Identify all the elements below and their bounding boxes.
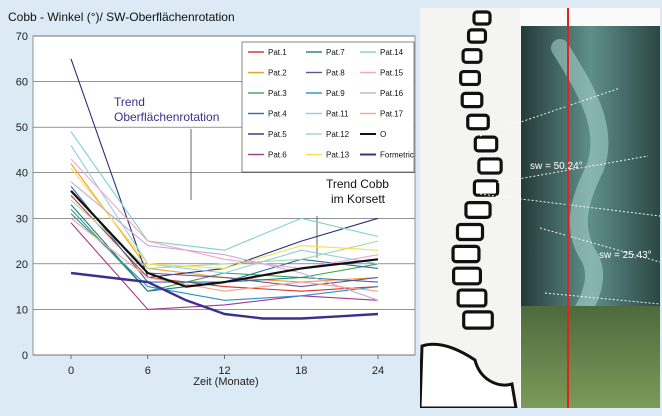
series-line-o — [70, 190, 379, 288]
vertebra — [477, 157, 503, 175]
axes: 0 10 20 30 40 50 60 70 0 6 12 18 24 — [16, 31, 384, 377]
legend-label: Pat.11 — [326, 110, 349, 119]
vertebra — [472, 179, 500, 197]
y-tick-label: 20 — [16, 259, 28, 271]
vertebra — [466, 113, 490, 131]
legend-label: Pat.16 — [380, 89, 404, 98]
vertebra — [464, 201, 492, 219]
legend-label: Pat.14 — [380, 48, 404, 57]
legend-label: O — [380, 130, 386, 139]
measurement-label-1: sw = 50.24° — [530, 161, 583, 172]
x-axis-label: Zeit (Monate) — [193, 376, 258, 388]
y-tick-label: 0 — [22, 350, 28, 362]
spine-illustration: sw = 50.24° sw = 25.43° — [420, 8, 660, 408]
series-line-pat-14 — [70, 131, 379, 251]
vertebra — [460, 91, 484, 109]
legend-label: Pat.15 — [380, 69, 404, 78]
vertebra — [451, 266, 482, 286]
legend-label: Pat.4 — [268, 110, 287, 119]
series-line-formetric — [70, 271, 379, 320]
x-tick-label: 6 — [145, 365, 151, 377]
pelvis-drawing — [420, 342, 518, 408]
y-tick-label: 60 — [16, 77, 28, 89]
vertebra — [459, 69, 481, 87]
annotation-trend: Trend — [114, 95, 145, 109]
vertebrae-drawing — [451, 10, 503, 330]
legend-label: Pat.12 — [326, 130, 350, 139]
legend-label: Pat.8 — [326, 69, 345, 78]
legend-label: Pat.1 — [268, 48, 287, 57]
xray-spine — [551, 39, 609, 325]
vertebra — [473, 135, 499, 153]
x-tick-label: 12 — [218, 365, 230, 377]
measurement-label-2: sw = 25.43° — [599, 250, 652, 261]
x-tick-label: 24 — [372, 365, 384, 377]
y-tick-label: 30 — [16, 213, 28, 225]
legend-label: Pat.13 — [326, 151, 350, 160]
vertebra — [462, 310, 494, 330]
vertebra — [472, 10, 492, 26]
spine-image-panel: sw = 50.24° sw = 25.43° — [420, 8, 660, 408]
series-line-pat-9 — [70, 213, 379, 301]
y-tick-label: 50 — [16, 122, 28, 134]
vertebra — [461, 48, 483, 64]
vertebra — [451, 244, 481, 264]
chart-title: Cobb - Winkel (°)/ SW-Oberflächenrotatio… — [8, 10, 235, 24]
legend-label: Pat.7 — [326, 48, 345, 57]
y-tick-label: 40 — [16, 168, 28, 180]
annotation-trend-cobb: Trend Cobb — [326, 177, 389, 191]
legend-label: Pat.6 — [268, 151, 287, 160]
legend: Pat.1 Pat.2 Pat.3 Pat.4 Pat.5 Pat.6 Pat.7 Pat.8… — [241, 41, 415, 173]
y-tick-label: 70 — [16, 31, 28, 43]
annotation-oberflaechenrotation: Oberflächenrotation — [114, 110, 219, 124]
annotation-im-korsett: im Korsett — [331, 192, 386, 206]
series-line-pat-13 — [70, 167, 379, 269]
legend-label: Pat.17 — [380, 110, 404, 119]
vertebra — [466, 28, 488, 44]
y-tick-label: 10 — [16, 304, 28, 316]
legend-box — [241, 41, 415, 173]
series-line-pat-15 — [70, 158, 379, 269]
series-line-pat-17 — [70, 217, 379, 292]
pelvis-scan — [521, 306, 660, 408]
series-layer — [70, 58, 379, 320]
legend-label: Pat.5 — [268, 130, 287, 139]
legend-label: Formetric — [380, 151, 414, 160]
x-tick-label: 18 — [295, 365, 307, 377]
series-line-pat-6 — [70, 222, 379, 310]
series-line-pat-16 — [70, 181, 379, 301]
line-chart: Cobb - Winkel (°)/ SW-Oberflächenrotatio… — [8, 10, 416, 388]
legend-label: Pat.2 — [268, 69, 287, 78]
legend-label: Pat.3 — [268, 89, 287, 98]
vertebra — [455, 222, 485, 242]
legend-label: Pat.9 — [326, 89, 345, 98]
vertebra — [456, 288, 488, 308]
x-tick-label: 0 — [68, 365, 74, 377]
